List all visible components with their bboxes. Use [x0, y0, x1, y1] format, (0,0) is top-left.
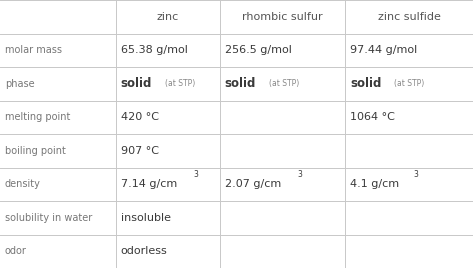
Text: melting point: melting point — [5, 112, 70, 122]
Text: zinc sulfide: zinc sulfide — [378, 12, 440, 22]
Text: solid: solid — [121, 77, 152, 90]
Text: 7.14 g/cm: 7.14 g/cm — [121, 179, 177, 189]
Text: 907 °C: 907 °C — [121, 146, 158, 156]
Text: odorless: odorless — [121, 246, 167, 256]
Text: zinc: zinc — [157, 12, 179, 22]
Text: density: density — [5, 179, 41, 189]
Text: solubility in water: solubility in water — [5, 213, 92, 223]
Text: 420 °C: 420 °C — [121, 112, 158, 122]
Text: molar mass: molar mass — [5, 45, 62, 55]
Text: odor: odor — [5, 246, 26, 256]
Text: insoluble: insoluble — [121, 213, 171, 223]
Text: 97.44 g/mol: 97.44 g/mol — [350, 45, 417, 55]
Text: solid: solid — [225, 77, 256, 90]
Text: 65.38 g/mol: 65.38 g/mol — [121, 45, 187, 55]
Text: 1064 °C: 1064 °C — [350, 112, 395, 122]
Text: rhombic sulfur: rhombic sulfur — [242, 12, 323, 22]
Text: 3: 3 — [193, 170, 198, 179]
Text: 3: 3 — [413, 170, 418, 179]
Text: (at STP): (at STP) — [165, 79, 195, 88]
Text: 256.5 g/mol: 256.5 g/mol — [225, 45, 291, 55]
Text: (at STP): (at STP) — [269, 79, 299, 88]
Text: boiling point: boiling point — [5, 146, 66, 156]
Text: phase: phase — [5, 79, 35, 89]
Text: 4.1 g/cm: 4.1 g/cm — [350, 179, 399, 189]
Text: 3: 3 — [297, 170, 302, 179]
Text: (at STP): (at STP) — [394, 79, 425, 88]
Text: solid: solid — [350, 77, 381, 90]
Text: 2.07 g/cm: 2.07 g/cm — [225, 179, 281, 189]
